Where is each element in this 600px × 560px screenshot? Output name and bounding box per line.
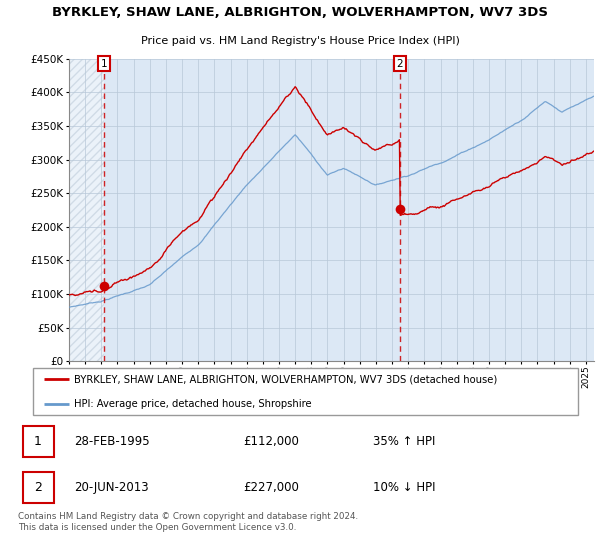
Text: £227,000: £227,000 [244,481,299,494]
Text: Contains HM Land Registry data © Crown copyright and database right 2024.
This d: Contains HM Land Registry data © Crown c… [18,512,358,532]
Text: Price paid vs. HM Land Registry's House Price Index (HPI): Price paid vs. HM Land Registry's House … [140,36,460,46]
Text: 28-FEB-1995: 28-FEB-1995 [74,435,150,448]
Text: BYRKLEY, SHAW LANE, ALBRIGHTON, WOLVERHAMPTON, WV7 3DS (detached house): BYRKLEY, SHAW LANE, ALBRIGHTON, WOLVERHA… [74,374,497,384]
Text: 20-JUN-2013: 20-JUN-2013 [74,481,149,494]
Text: 2: 2 [34,481,41,494]
Text: 2: 2 [397,59,403,69]
FancyBboxPatch shape [23,426,53,457]
Text: £112,000: £112,000 [244,435,299,448]
Text: BYRKLEY, SHAW LANE, ALBRIGHTON, WOLVERHAMPTON, WV7 3DS: BYRKLEY, SHAW LANE, ALBRIGHTON, WOLVERHA… [52,6,548,19]
Text: 10% ↓ HPI: 10% ↓ HPI [373,481,436,494]
FancyBboxPatch shape [33,368,578,415]
Text: HPI: Average price, detached house, Shropshire: HPI: Average price, detached house, Shro… [74,399,312,409]
Text: 1: 1 [34,435,41,448]
Text: 35% ↑ HPI: 35% ↑ HPI [373,435,436,448]
FancyBboxPatch shape [23,472,53,503]
Text: 1: 1 [100,59,107,69]
